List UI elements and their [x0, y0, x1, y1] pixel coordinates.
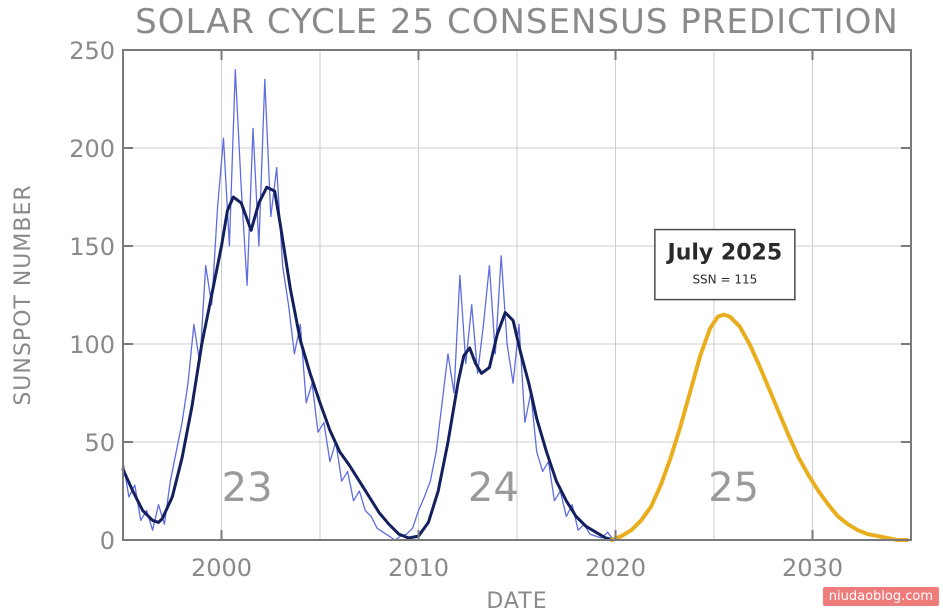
annotation-title: July 2025: [666, 241, 783, 266]
series-line-prediction: [609, 312, 910, 542]
x-tick-label: 2030: [782, 554, 843, 582]
tick-labels: 2000 2010 2020 2030 0 50 100 150 200 250: [69, 37, 843, 582]
y-tick-label: 100: [69, 331, 115, 359]
x-tick-label: 2000: [191, 554, 252, 582]
x-axis-label: DATE: [486, 589, 547, 610]
annotation-subtitle: SSN = 115: [692, 273, 757, 287]
y-tick-label: 250: [69, 37, 115, 65]
series-line-smoothed: [121, 185, 615, 542]
annotation-frame: [654, 228, 796, 301]
cycle-labels: 23 24 25: [222, 465, 759, 511]
plot-border: [122, 49, 912, 541]
plot-frame: [122, 49, 912, 541]
annotation-box: July 2025 SSN = 115: [654, 228, 796, 301]
watermark: niudaoblog.com: [822, 587, 939, 606]
y-axis-label: SUNSPOT NUMBER: [11, 184, 36, 405]
series-layer: [121, 68, 910, 542]
series-line-monthly: [122, 68, 615, 541]
chart-title: SOLAR CYCLE 25 CONSENSUS PREDICTION: [135, 2, 899, 42]
y-tick-label: 200: [69, 135, 115, 163]
y-tick-label: 0: [100, 527, 115, 555]
y-tick-label: 50: [84, 429, 115, 457]
cycle-label: 23: [222, 465, 273, 511]
y-tick-label: 150: [69, 233, 115, 261]
cycle-label: 25: [708, 465, 759, 511]
x-tick-label: 2020: [585, 554, 646, 582]
x-tick-label: 2010: [388, 554, 449, 582]
cycle-label: 24: [468, 465, 519, 511]
